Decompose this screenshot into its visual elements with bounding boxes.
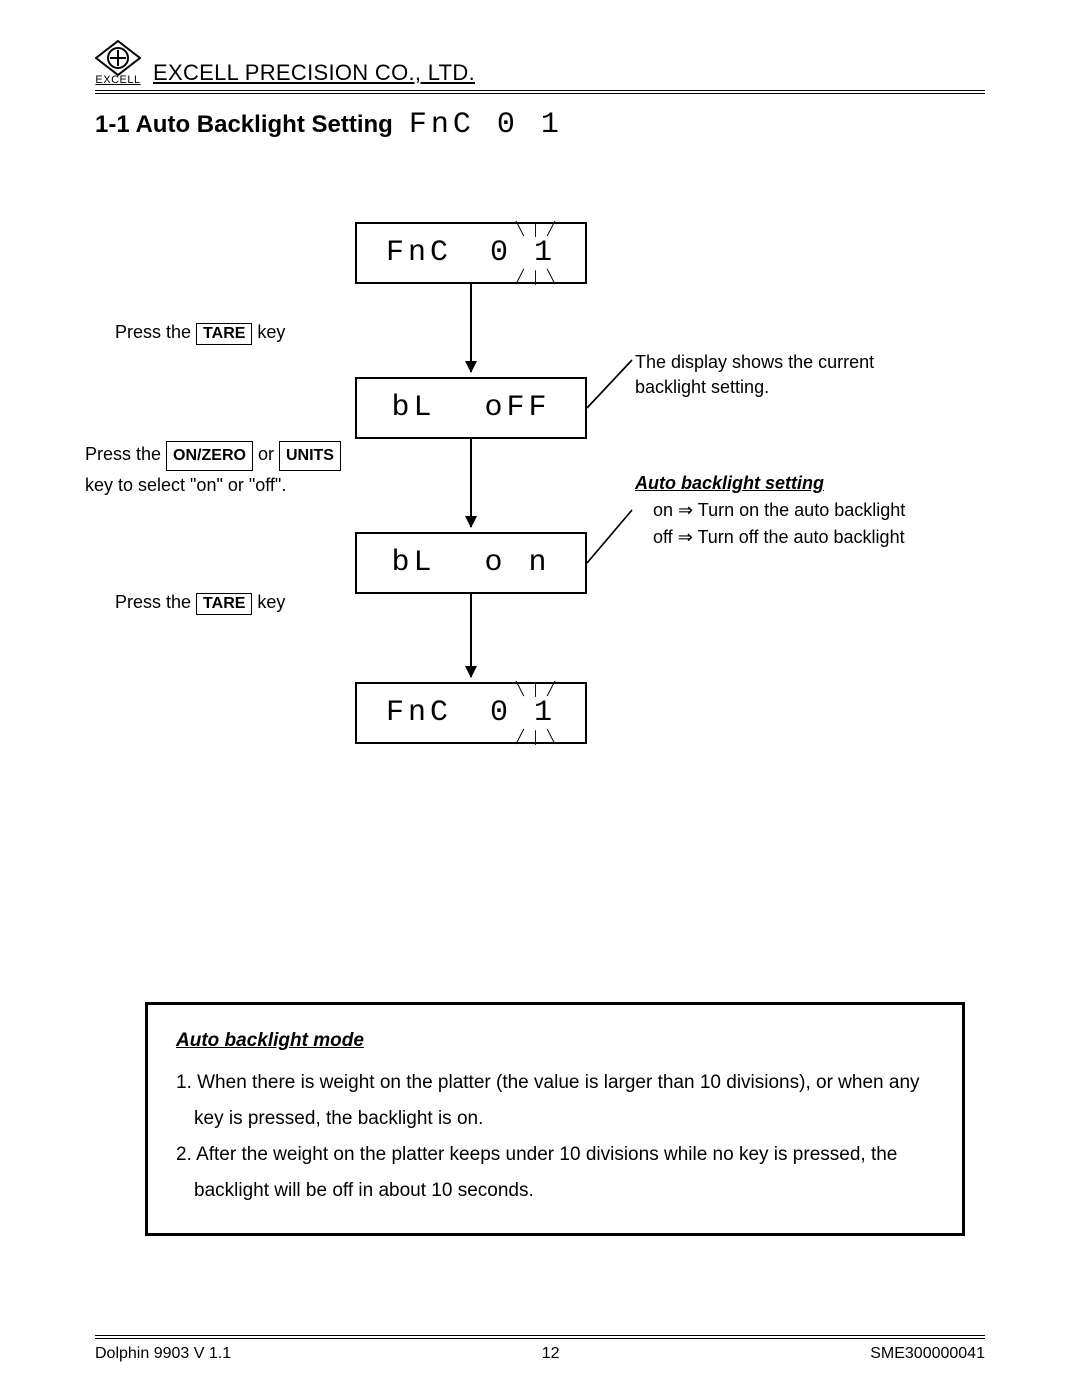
info-box-item-2: 2. After the weight on the platter keeps… (176, 1137, 934, 1209)
lcd-screen-2: bL oFF (355, 377, 587, 439)
lcd-screen-3: bL o n (355, 532, 587, 594)
brand-small-text: EXCELL (95, 74, 140, 86)
units-key-label: UNITS (279, 441, 341, 471)
footer-page-number: 12 (542, 1345, 560, 1363)
side-note-2: Auto backlight setting on ⇒ Turn on the … (635, 470, 995, 551)
page-header: EXCELL EXCELL PRECISION CO., LTD. (95, 40, 985, 94)
footer-right: SME300000041 (870, 1345, 985, 1363)
footer-left: Dolphin 9903 V 1.1 (95, 1345, 231, 1363)
flow-arrow (470, 594, 472, 677)
flowchart: FnC 0 1 ╲ │ ╱ ╱ │ ╲ bL oFF bL o n FnC 0 … (95, 212, 985, 902)
step-3-text: Press the TARE key (115, 592, 285, 615)
stable-icon: ╱ │ ╲ (516, 730, 555, 745)
section-title: 1-1 Auto Backlight Setting FnC 0 1 (95, 108, 985, 142)
stable-icon: ╲ │ ╱ (516, 222, 555, 237)
onzero-key-label: ON/ZERO (166, 441, 253, 471)
auto-backlight-mode-box: Auto backlight mode 1. When there is wei… (145, 1002, 965, 1236)
stable-icon: ╲ │ ╱ (516, 682, 555, 697)
flow-arrow (470, 439, 472, 527)
lcd-screen-4: FnC 0 1 ╲ │ ╱ ╱ │ ╲ (355, 682, 587, 744)
step-1-text: Press the TARE key (115, 322, 285, 345)
section-title-text: 1-1 Auto Backlight Setting (95, 111, 393, 139)
lcd-screen-1: FnC 0 1 ╲ │ ╱ ╱ │ ╲ (355, 222, 587, 284)
info-box-title: Auto backlight mode (176, 1023, 934, 1059)
side-note-1: The display shows the current backlight … (635, 350, 975, 400)
stable-icon: ╱ │ ╲ (516, 270, 555, 285)
tare-key-label: TARE (196, 323, 252, 345)
excell-logo-icon (95, 40, 141, 76)
tare-key-label: TARE (196, 593, 252, 615)
logo-block: EXCELL (95, 40, 141, 86)
page-footer: Dolphin 9903 V 1.1 12 SME300000041 (95, 1335, 985, 1363)
flow-arrow (470, 284, 472, 372)
company-name: EXCELL PRECISION CO., LTD. (153, 60, 475, 86)
info-box-item-1: 1. When there is weight on the platter (… (176, 1065, 934, 1137)
section-seg-display: FnC 0 1 (409, 108, 563, 142)
step-2-text: Press the ON/ZERO or UNITSkey to select … (85, 440, 425, 499)
